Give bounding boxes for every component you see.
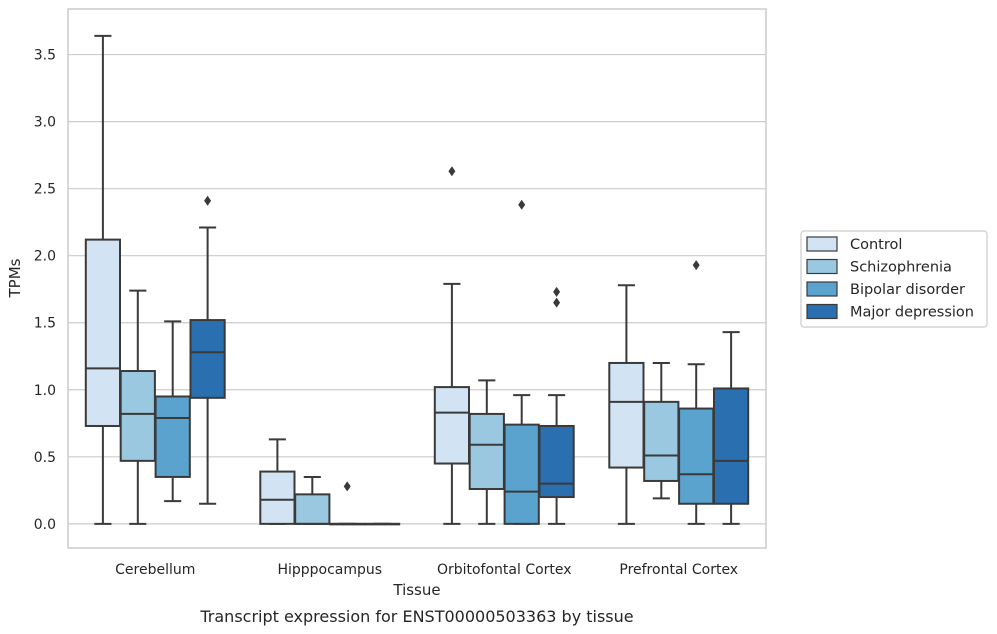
box-group xyxy=(189,195,226,505)
box-iqr xyxy=(468,412,505,491)
box-group xyxy=(363,522,401,526)
y-tick-label: 2.0 xyxy=(34,249,56,265)
box-group xyxy=(433,166,471,525)
y-tick-label: 2.5 xyxy=(34,182,56,198)
legend-swatch xyxy=(806,281,838,297)
box-iqr xyxy=(294,493,331,525)
box-iqr xyxy=(259,470,296,525)
x-tick-label: Cerebellum xyxy=(115,562,195,578)
x-axis-ticks: Cerebellum Hipppocampus Orbitofontal Corte… xyxy=(115,562,738,578)
box-iqr xyxy=(608,361,645,469)
legend-label: Major depression xyxy=(850,305,974,321)
box-group xyxy=(259,438,296,525)
box-group xyxy=(84,34,122,525)
box-layer xyxy=(84,34,750,526)
box-iqr xyxy=(712,387,750,505)
box-group xyxy=(712,331,750,525)
box-iqr xyxy=(154,395,191,478)
box-group xyxy=(608,284,645,525)
x-axis-label: Tissue xyxy=(392,581,440,599)
box-iqr xyxy=(433,386,471,465)
y-axis-label: TPMs xyxy=(6,258,24,298)
y-tick-label: 0.0 xyxy=(34,517,56,533)
box-iqr xyxy=(84,238,122,427)
box-iqr xyxy=(538,424,575,499)
box-group xyxy=(678,260,715,525)
outlier-point xyxy=(692,260,700,271)
box-iqr xyxy=(503,423,540,525)
legend-swatch xyxy=(806,236,838,252)
box-iqr xyxy=(678,407,715,505)
legend-frame xyxy=(800,230,988,328)
legend-label: Bipolar disorder xyxy=(850,282,965,298)
outlier-point xyxy=(553,297,561,308)
y-tick-label: 1.0 xyxy=(34,383,56,399)
box-group xyxy=(154,320,191,503)
y-axis-ticks: 0.0 0.5 1.0 1.5 2.0 2.5 3.0 3.5 xyxy=(34,48,56,533)
outlier-point xyxy=(204,195,212,206)
legend-swatch xyxy=(806,258,838,275)
box-iqr xyxy=(119,370,156,462)
box-group xyxy=(329,481,366,526)
outlier-point xyxy=(343,481,351,492)
outlier-point xyxy=(518,199,526,210)
outlier-point xyxy=(553,286,561,297)
box-group xyxy=(468,379,505,525)
legend-label: Schizophrenia xyxy=(850,260,952,276)
box-group xyxy=(538,286,575,525)
x-tick-label: Prefrontal Cortex xyxy=(619,562,738,578)
box-group xyxy=(503,199,540,525)
x-tick-label: Orbitofontal Cortex xyxy=(437,562,572,578)
plot-area-frame xyxy=(67,8,767,549)
box-group xyxy=(643,361,680,500)
outlier-point xyxy=(448,166,456,177)
legend-swatch xyxy=(806,303,838,320)
box-iqr xyxy=(189,319,226,399)
box-group xyxy=(294,475,331,525)
y-tick-label: 3.0 xyxy=(34,115,56,131)
legend-label: Control xyxy=(850,237,902,253)
chart-caption: Transcript expression for ENST0000050336… xyxy=(199,607,633,626)
y-tick-label: 0.5 xyxy=(34,450,56,466)
box-iqr xyxy=(643,400,680,482)
y-tick-label: 1.5 xyxy=(34,316,56,332)
x-tick-label: Hipppocampus xyxy=(277,562,382,578)
legend: Control Schizophrenia Bipolar disorder Majo… xyxy=(800,230,988,328)
box-group xyxy=(119,289,156,525)
y-tick-label: 3.5 xyxy=(34,48,56,64)
